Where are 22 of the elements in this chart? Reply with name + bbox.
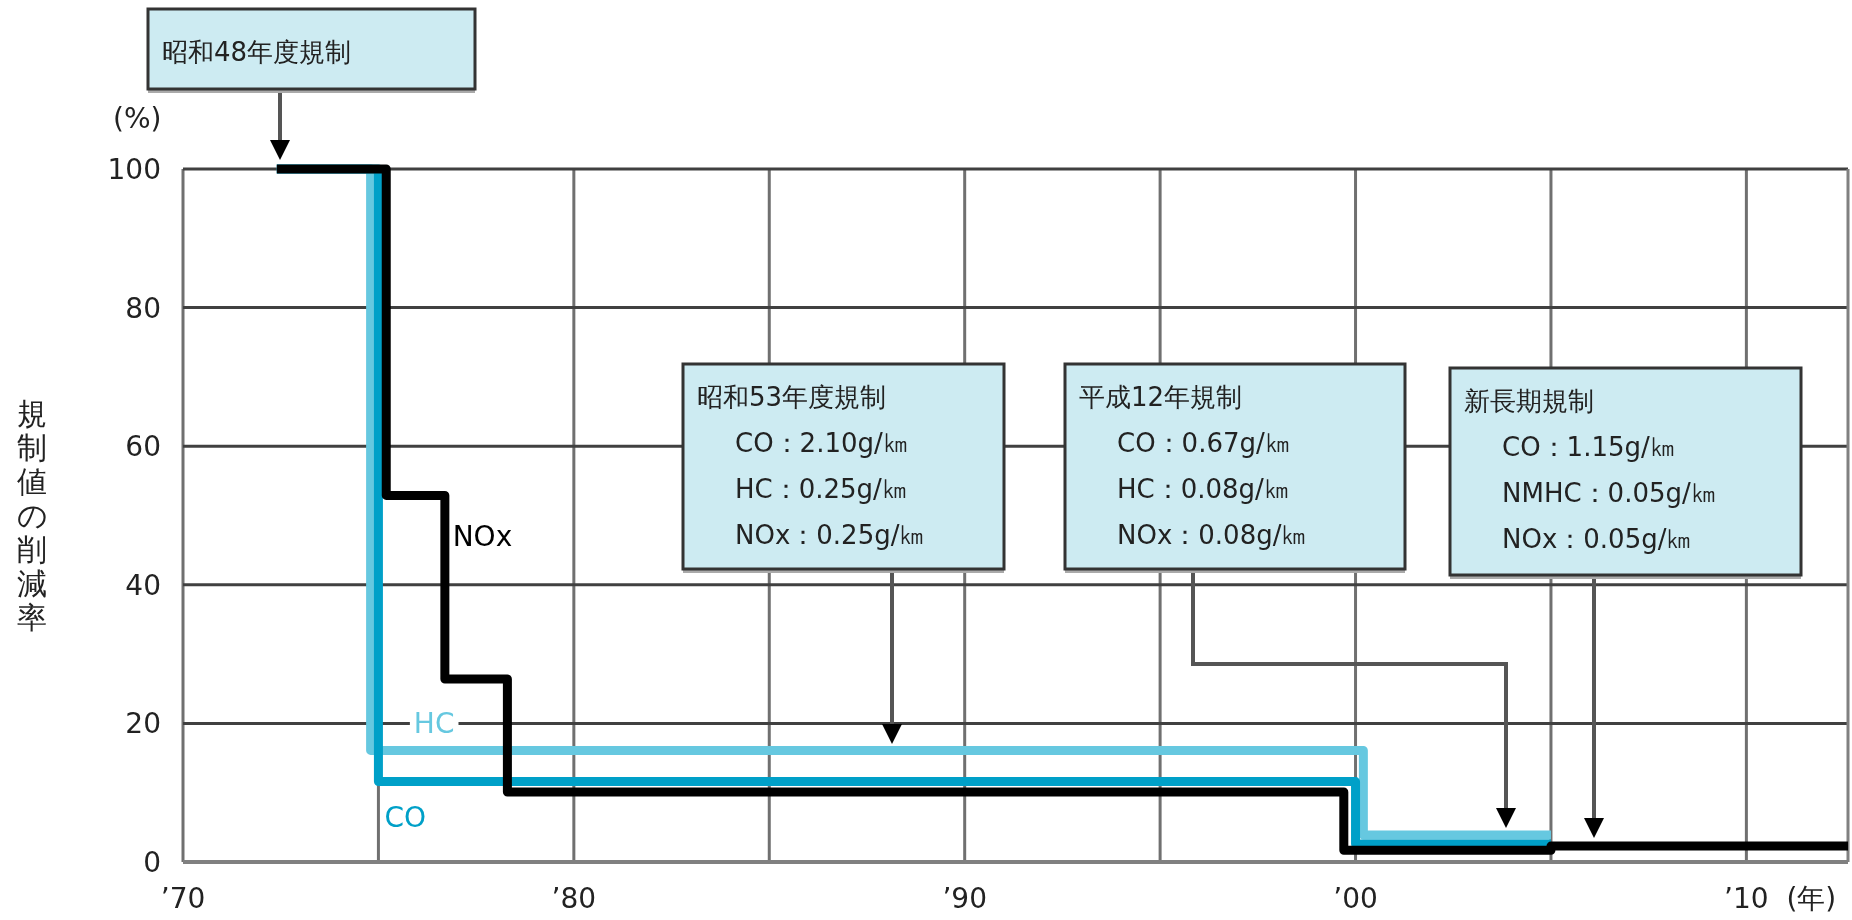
y-tick-label: 20 bbox=[125, 707, 161, 741]
y-tick-label: 80 bbox=[125, 291, 161, 325]
y-tick-label: 40 bbox=[125, 568, 161, 602]
y-tick-label: 60 bbox=[125, 430, 161, 464]
series-label: HC bbox=[413, 707, 455, 741]
annotation: 新長期規制 CO：1.15g/㎞ NMHC：0.05g/㎞ NOx：0.05g/㎞ bbox=[1464, 386, 1717, 554]
x-axis-title: (年) bbox=[1786, 882, 1837, 915]
annotation: (%) bbox=[113, 102, 162, 135]
x-tick-label: ’00 bbox=[1333, 882, 1378, 915]
series-label: NOx bbox=[452, 520, 513, 554]
x-tick-label: ’80 bbox=[551, 882, 597, 915]
y-tick-label: 100 bbox=[107, 153, 161, 186]
x-tick-label: ’10 bbox=[1724, 882, 1769, 915]
series-label: CO bbox=[384, 800, 427, 834]
x-tick-label: ’70 bbox=[160, 882, 206, 915]
annotation: 平成12年規制 CO：0.67g/㎞ HC：0.08g/㎞ NOx：0.08g/㎞ bbox=[1079, 382, 1308, 550]
y-axis-title: 規制値の削減率 bbox=[16, 395, 48, 635]
y-tick-label: 0 bbox=[143, 846, 161, 879]
x-tick-label: ’90 bbox=[942, 882, 987, 915]
annotation: 新長期規制 CO：1.15g/㎞ NMHC：0.05g/㎞ NOx：0.05g/㎞ bbox=[1448, 366, 1803, 838]
annotation: 昭和53年度規制 CO：2.10g/㎞ HC：0.25g/㎞ NOx：0.25g/㎞ bbox=[681, 362, 1006, 744]
annotation: 昭和53年度規制 CO：2.10g/㎞ HC：0.25g/㎞ NOx：0.25g/㎞ bbox=[697, 382, 926, 550]
